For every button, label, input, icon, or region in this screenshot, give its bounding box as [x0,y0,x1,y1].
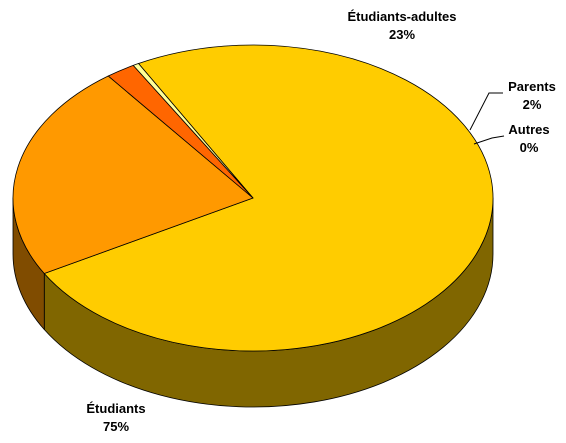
leader-line-autres [473,135,505,145]
slice-value-label-autres: 0% [520,140,539,155]
leader-lines [469,92,505,145]
slice-label-etudiants-adultes: Étudiants-adultes [347,9,456,24]
pie-slice-etudiants [43,44,494,352]
pie-slice-etudiants-adultes [12,75,254,274]
slice-label-etudiants: Étudiants [86,401,145,416]
pie-slice-autres [132,63,254,199]
slice-labels: Étudiants 75% Étudiants-adultes 23% Parents 2… [86,9,555,434]
leader-line-parents [469,92,503,131]
slice-value-label-etudiants: 75% [103,419,129,434]
pie-top-face [12,44,494,352]
slice-label-parents: Parents [508,79,556,94]
slice-value-label-parents: 2% [523,97,542,112]
slice-value-label-etudiants-adultes: 23% [389,27,415,42]
slice-label-autres: Autres [508,122,549,137]
